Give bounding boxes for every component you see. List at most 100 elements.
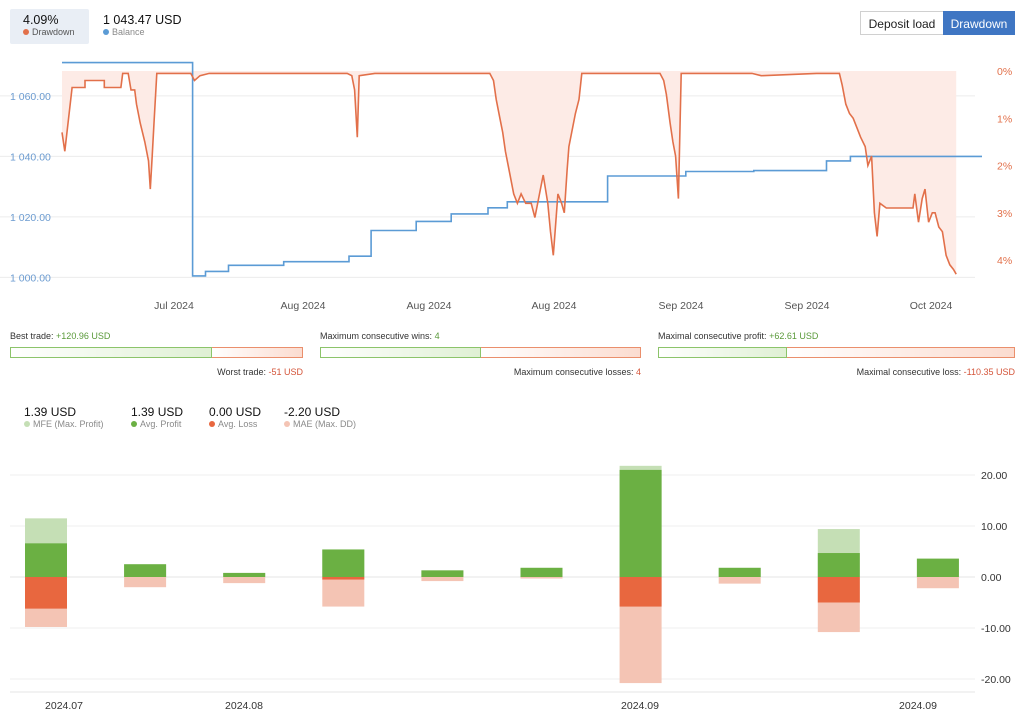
worst-trade-label: Worst trade: xyxy=(217,367,266,377)
max-losses-label: Maximum consecutive losses: xyxy=(513,367,634,377)
right-axis-tick-label: 3% xyxy=(997,208,1012,220)
left-axis-tick-label: 1 020.00 xyxy=(10,212,51,224)
legend-mfe[interactable]: 1.39 USD MFE (Max. Profit) xyxy=(24,405,114,429)
drawdown-legend-label: Drawdown xyxy=(23,27,75,37)
y-axis-tick-label: 10.00 xyxy=(981,521,1007,533)
avg-profit-bar xyxy=(817,553,860,577)
left-axis-tick-label: 1 000.00 xyxy=(10,272,51,284)
avg-loss-label: Avg. Loss xyxy=(218,419,258,429)
right-axis-tick-label: 0% xyxy=(997,66,1012,78)
mfe-value: 1.39 USD xyxy=(24,405,77,419)
x-axis-tick-label: Jul 2024 xyxy=(154,300,194,312)
mfe-label: MFE (Max. Profit) xyxy=(33,419,104,429)
worst-trade-stat: Worst trade: -51 USD xyxy=(200,367,303,377)
mae-bar xyxy=(718,577,761,584)
y-axis-tick-label: 20.00 xyxy=(981,470,1007,482)
avg-profit-bar xyxy=(25,543,67,577)
y-axis-tick-label: -10.00 xyxy=(981,623,1011,635)
avg-profit-bar xyxy=(421,570,464,577)
avg-profit-value: 1.39 USD xyxy=(131,405,184,419)
mfe-dot-icon xyxy=(24,420,30,427)
bar-group xyxy=(619,465,662,684)
bar-group xyxy=(25,518,67,627)
mae-dot-icon xyxy=(284,420,290,427)
x-axis-tick-label: 2024.08 xyxy=(225,700,263,712)
right-axis-tick-label: 1% xyxy=(997,113,1012,125)
balance-value: 1 043.47 USD xyxy=(103,13,182,27)
mae-bar xyxy=(223,577,266,584)
legend-avg-profit[interactable]: 1.39 USD Avg. Profit xyxy=(131,405,201,429)
legend-avg-loss[interactable]: 0.00 USD Avg. Loss xyxy=(209,405,279,429)
best-trade-bar xyxy=(10,347,212,358)
max-losses-bar xyxy=(481,347,641,358)
mae-bar xyxy=(421,577,464,582)
y-axis-tick-label: 0.00 xyxy=(981,572,1002,584)
avg-profit-bar xyxy=(520,567,563,577)
mae-value: -2.20 USD xyxy=(284,405,341,419)
left-axis-tick-label: 1 040.00 xyxy=(10,151,51,163)
bar-group xyxy=(916,558,959,589)
max-profit-bar xyxy=(658,347,787,358)
x-axis-tick-label: Sep 2024 xyxy=(659,300,704,312)
x-axis-tick-label: Oct 2024 xyxy=(910,300,953,312)
right-axis-tick-label: 4% xyxy=(997,255,1012,267)
x-axis-tick-label: Aug 2024 xyxy=(281,300,326,312)
x-axis-tick-label: Aug 2024 xyxy=(407,300,452,312)
x-axis-tick-label: Sep 2024 xyxy=(785,300,830,312)
drawdown-series-line xyxy=(61,72,957,275)
balance-legend-label: Balance xyxy=(103,27,145,37)
max-profit-value: +62.61 USD xyxy=(769,331,819,341)
avg-profit-bar xyxy=(916,558,959,577)
max-loss-label: Maximal consecutive loss: xyxy=(856,367,962,377)
bar-group xyxy=(124,564,167,588)
mfe-mae-bar-chart: 20.00 10.00 0.00 -10.00 -20.00 2024.07 2024.08… xyxy=(10,465,1011,712)
avg-profit-bar xyxy=(718,567,761,577)
balance-drawdown-chart: 1 000.00 1 020.00 1 040.00 1 060.00 0% 1% 2% 3%… xyxy=(0,61,1012,312)
mae-label: MAE (Max. DD) xyxy=(293,419,356,429)
max-loss-value: -110.35 USD xyxy=(963,367,1015,377)
avg-loss-bar xyxy=(619,577,662,607)
x-axis-tick-label: Aug 2024 xyxy=(532,300,577,312)
bar-group xyxy=(520,567,563,579)
balance-label: Balance xyxy=(112,27,145,37)
worst-trade-bar xyxy=(212,347,303,358)
drawdown-button[interactable]: Drawdown xyxy=(943,11,1015,35)
avg-loss-bar xyxy=(25,577,67,609)
y-axis-tick-label: -20.00 xyxy=(981,674,1011,686)
max-loss-stat: Maximal consecutive loss: -110.35 USD xyxy=(800,367,1015,377)
avg-loss-bar xyxy=(817,577,860,603)
balance-dot-icon xyxy=(103,28,109,35)
best-trade-stat: Best trade: +120.96 USD xyxy=(10,331,110,341)
x-axis-tick-label: 2024.09 xyxy=(621,700,659,712)
max-loss-bar xyxy=(787,347,1015,358)
best-trade-value: +120.96 USD xyxy=(56,331,111,341)
max-losses-stat: Maximum consecutive losses: 4 xyxy=(440,367,641,377)
balance-series-line xyxy=(62,61,982,277)
max-profit-stat: Maximal consecutive profit: +62.61 USD xyxy=(658,331,818,341)
bar-group xyxy=(421,570,464,582)
avg-profit-bar xyxy=(124,564,167,577)
max-wins-bar xyxy=(320,347,481,358)
best-trade-label: Best trade: xyxy=(10,331,54,341)
bar-group xyxy=(817,529,860,633)
legend-mae[interactable]: -2.20 USD MAE (Max. DD) xyxy=(284,405,364,429)
bar-group xyxy=(223,572,266,584)
mae-bar xyxy=(124,577,167,588)
x-axis-tick-label: 2024.07 xyxy=(45,700,83,712)
max-wins-stat: Maximum consecutive wins: 4 xyxy=(320,331,440,341)
mae-bar xyxy=(322,577,365,607)
avg-profit-bar xyxy=(619,469,662,577)
drawdown-summary-card[interactable]: 4.09% Drawdown xyxy=(10,9,89,44)
max-losses-value: 4 xyxy=(635,367,641,377)
mae-bar xyxy=(520,577,563,579)
worst-trade-value: -51 USD xyxy=(268,367,303,377)
bar-group xyxy=(718,567,761,584)
bar-group xyxy=(322,549,365,607)
drawdown-label: Drawdown xyxy=(32,27,75,37)
max-wins-label: Maximum consecutive wins: xyxy=(320,331,433,341)
balance-summary[interactable]: 1 043.47 USD Balance xyxy=(103,9,223,44)
avg-profit-label: Avg. Profit xyxy=(140,419,182,429)
deposit-load-button[interactable]: Deposit load xyxy=(860,11,943,35)
right-axis-tick-label: 2% xyxy=(997,161,1012,173)
avg-profit-bar xyxy=(223,572,266,577)
